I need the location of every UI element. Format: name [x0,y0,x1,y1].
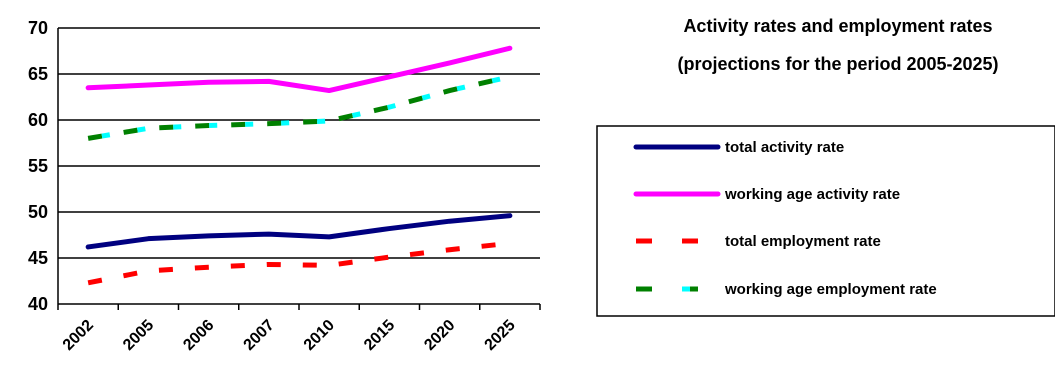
x-tick-label: 2020 [421,317,458,354]
y-tick-label: 55 [28,156,48,176]
y-tick-label: 40 [28,294,48,314]
x-tick-label: 2006 [180,317,217,354]
series-line-total-activity-rate [85,213,513,250]
data-point [449,249,450,250]
data-point [329,236,330,237]
data-point [509,48,510,49]
legend-label-working-age-employment-rate: working age employment rate [724,281,937,298]
x-tick-label: 2025 [482,317,519,354]
x-axis-ticks: 2002 2005 2006 2007 2010 2015 2020 2025 [57,304,541,354]
data-point [509,243,510,244]
y-tick-label: 65 [28,64,48,84]
data-point [88,138,89,139]
data-point [268,123,269,124]
data-point [88,87,89,88]
data-point [208,235,209,236]
data-point [208,125,209,126]
data-point [329,120,330,121]
y-axis-ticks: 40 45 50 55 60 65 70 [28,18,48,314]
data-point [449,62,450,63]
legend-label-working-age-activity-rate: working age activity rate [724,186,900,203]
y-tick-label: 50 [28,202,48,222]
data-point [389,107,390,108]
data-point [208,267,209,268]
data-point [329,265,330,266]
y-tick-label: 45 [28,248,48,268]
chart-title-line-1: Activity rates and employment rates [683,16,992,36]
x-tick-label: 2010 [301,317,338,354]
data-point [268,234,269,235]
data-point [148,270,149,271]
gridlines [57,27,540,305]
data-point [449,90,450,91]
y-tick-label: 60 [28,110,48,130]
data-point [268,81,269,82]
data-point [329,90,330,91]
legend-items: total activity rate working age activity … [633,139,937,298]
data-point [509,215,510,216]
legend-label-total-activity-rate: total activity rate [725,139,844,156]
data-point [208,82,209,83]
data-point [268,264,269,265]
series-lines [85,45,513,286]
legend-box [596,125,1055,317]
x-tick-label: 2005 [120,317,157,354]
x-tick-label: 2002 [60,317,97,354]
chart-title-line-2: (projections for the period 2005-2025) [677,54,998,74]
data-point [88,282,89,283]
x-tick-label: 2015 [361,317,398,354]
x-tick-label: 2007 [241,317,278,354]
data-point [88,246,89,247]
data-point [389,76,390,77]
data-point [509,76,510,77]
legend-label-total-employment-rate: total employment rate [725,233,881,250]
data-point [148,85,149,86]
data-point [449,221,450,222]
series-line-working-age-activity-rate [85,45,513,94]
chart-title: Activity rates and employment rates (pro… [677,16,998,74]
data-point [148,238,149,239]
y-tick-label: 70 [28,18,48,38]
data-point [148,128,149,129]
legend: total activity rate working age activity … [596,125,1055,317]
data-point [389,228,390,229]
data-point [389,257,390,258]
